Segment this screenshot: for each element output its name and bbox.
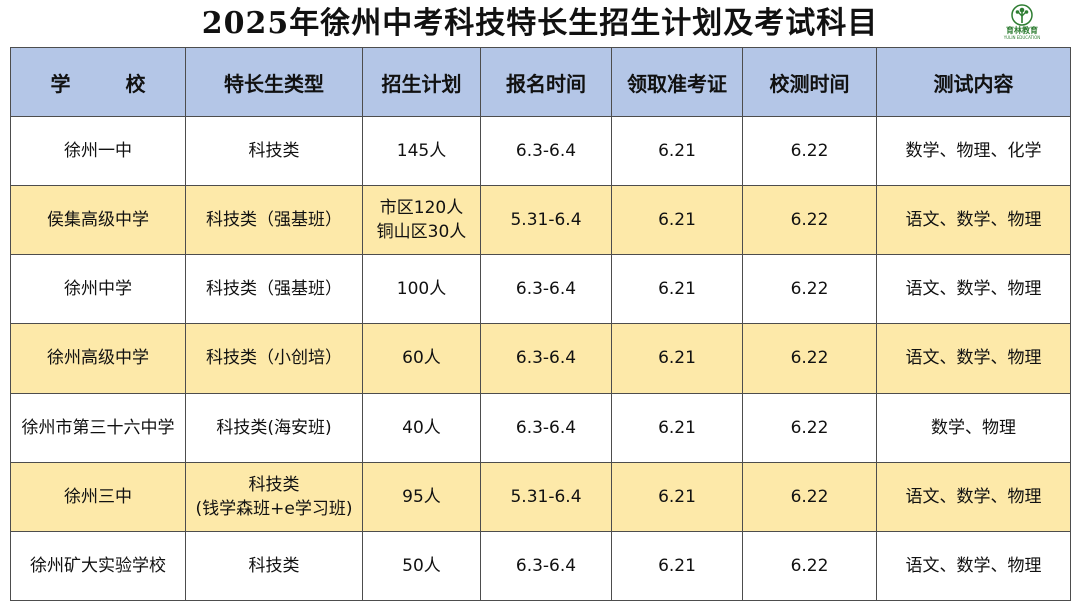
header-ticket: 领取准考证 xyxy=(611,47,743,117)
cell-test-content: 数学、物理 xyxy=(876,392,1071,463)
cell-school: 徐州高级中学 xyxy=(10,323,186,394)
cell-type: 科技类（小创培） xyxy=(185,323,363,394)
cell-school: 徐州中学 xyxy=(10,254,186,325)
cell-test-content: 语文、数学、物理 xyxy=(876,185,1071,256)
cell-test-content: 数学、物理、化学 xyxy=(876,115,1071,187)
logo-subtext: YULIN EDUCATION xyxy=(1003,35,1041,40)
tree-logo-icon xyxy=(1011,4,1033,26)
header-plan: 招生计划 xyxy=(362,47,481,117)
header-row: 学 校 特长生类型 招生计划 报名时间 领取准考证 校测时间 测试内容 xyxy=(10,47,1071,117)
table-row: 徐州市第三十六中学 科技类(海安班) 40人 6.3-6.4 6.21 6.22… xyxy=(10,392,1071,463)
cell-type: 科技类（强基班） xyxy=(185,185,363,256)
cell-ticket: 6.21 xyxy=(611,530,743,602)
cell-test-time: 6.22 xyxy=(742,392,877,463)
type-line-2: (钱学森班+e学习班) xyxy=(195,498,353,519)
cell-test-time: 6.22 xyxy=(742,461,877,532)
cell-test-content: 语文、数学、物理 xyxy=(876,323,1071,394)
cell-ticket: 6.21 xyxy=(611,254,743,325)
cell-plan: 60人 xyxy=(362,323,481,394)
cell-registration: 5.31-6.4 xyxy=(480,461,612,532)
cell-school: 徐州三中 xyxy=(10,461,186,532)
table-row: 徐州中学 科技类（强基班） 100人 6.3-6.4 6.21 6.22 语文、… xyxy=(10,254,1071,325)
cell-test-time: 6.22 xyxy=(742,323,877,394)
cell-type: 科技类(海安班) xyxy=(185,392,363,463)
cell-registration: 6.3-6.4 xyxy=(480,323,612,394)
cell-type: 科技类 (钱学森班+e学习班) xyxy=(185,461,363,532)
logo-text: 育林教育 xyxy=(1006,26,1038,35)
cell-type: 科技类（强基班） xyxy=(185,254,363,325)
brand-logo: 育林教育 YULIN EDUCATION xyxy=(996,4,1048,42)
header-school: 学 校 xyxy=(10,47,186,117)
cell-test-content: 语文、数学、物理 xyxy=(876,461,1071,532)
cell-ticket: 6.21 xyxy=(611,461,743,532)
header-type: 特长生类型 xyxy=(185,47,363,117)
cell-test-content: 语文、数学、物理 xyxy=(876,254,1071,325)
plan-line-2: 铜山区30人 xyxy=(376,222,467,243)
table-row: 徐州三中 科技类 (钱学森班+e学习班) 95人 5.31-6.4 6.21 6… xyxy=(10,461,1071,532)
table-row: 徐州高级中学 科技类（小创培） 60人 6.3-6.4 6.21 6.22 语文… xyxy=(10,323,1071,394)
header-test-content: 测试内容 xyxy=(876,47,1071,117)
cell-ticket: 6.21 xyxy=(611,323,743,394)
table-row: 侯集高级中学 科技类（强基班） 市区120人 铜山区30人 5.31-6.4 6… xyxy=(10,185,1071,256)
cell-school: 徐州矿大实验学校 xyxy=(10,530,186,602)
cell-ticket: 6.21 xyxy=(611,185,743,256)
cell-registration: 6.3-6.4 xyxy=(480,530,612,602)
cell-ticket: 6.21 xyxy=(611,392,743,463)
type-line-1: 科技类 xyxy=(248,474,300,495)
cell-plan: 145人 xyxy=(362,115,481,187)
cell-test-time: 6.22 xyxy=(742,115,877,187)
cell-ticket: 6.21 xyxy=(611,115,743,187)
cell-test-time: 6.22 xyxy=(742,530,877,602)
cell-registration: 6.3-6.4 xyxy=(480,115,612,187)
cell-school: 徐州一中 xyxy=(10,115,186,187)
cell-plan: 95人 xyxy=(362,461,481,532)
admission-table: 学 校 特长生类型 招生计划 报名时间 领取准考证 校测时间 测试内容 徐州一中… xyxy=(10,47,1071,602)
cell-registration: 6.3-6.4 xyxy=(480,254,612,325)
cell-test-content: 语文、数学、物理 xyxy=(876,530,1071,602)
cell-plan: 40人 xyxy=(362,392,481,463)
cell-registration: 6.3-6.4 xyxy=(480,392,612,463)
cell-type: 科技类 xyxy=(185,115,363,187)
table-row: 徐州一中 科技类 145人 6.3-6.4 6.21 6.22 数学、物理、化学 xyxy=(10,115,1071,187)
cell-school: 徐州市第三十六中学 xyxy=(10,392,186,463)
page-title: 2025年徐州中考科技特长生招生计划及考试科目 xyxy=(201,6,879,41)
table-row: 徐州矿大实验学校 科技类 50人 6.3-6.4 6.21 6.22 语文、数学… xyxy=(10,530,1071,602)
cell-test-time: 6.22 xyxy=(742,185,877,256)
cell-type: 科技类 xyxy=(185,530,363,602)
plan-line-1: 市区120人 xyxy=(379,198,464,219)
header-registration: 报名时间 xyxy=(480,47,612,117)
cell-plan: 50人 xyxy=(362,530,481,602)
cell-plan: 市区120人 铜山区30人 xyxy=(362,185,481,256)
header-test-time: 校测时间 xyxy=(742,47,877,117)
cell-plan: 100人 xyxy=(362,254,481,325)
cell-registration: 5.31-6.4 xyxy=(480,185,612,256)
cell-school: 侯集高级中学 xyxy=(10,185,186,256)
cell-test-time: 6.22 xyxy=(742,254,877,325)
